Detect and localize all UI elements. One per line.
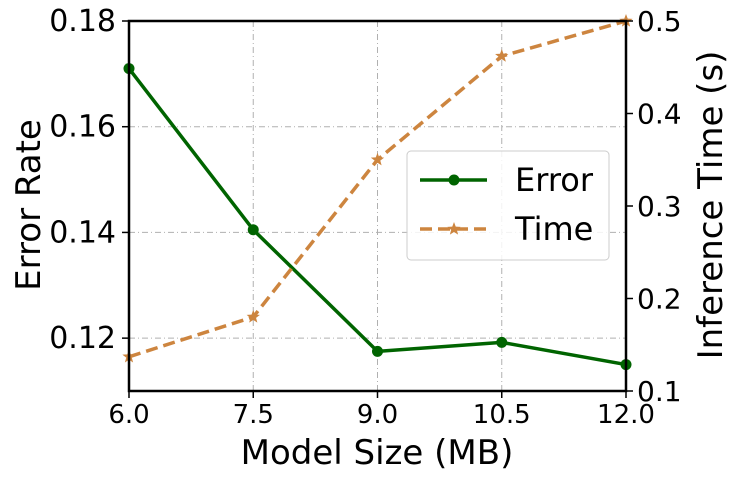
data-point-error <box>247 224 259 236</box>
x-tick-label: 10.5 <box>473 400 531 430</box>
left-y-axis-title: Error Rate <box>9 119 49 291</box>
left-y-tick-label: 0.18 <box>49 4 116 39</box>
x-axis: 6.0 7.5 9.0 10.5 12.0 <box>108 391 655 430</box>
x-tick-label: 7.5 <box>233 400 274 430</box>
data-point-error <box>372 345 383 357</box>
legend: Error Time <box>406 150 610 261</box>
right-y-tick-label: 0.2 <box>637 283 682 316</box>
data-point-time <box>370 152 385 166</box>
left-y-axis: 0.12 0.14 0.16 0.18 <box>49 4 129 356</box>
left-y-tick-label: 0.12 <box>49 321 116 356</box>
left-y-tick-label: 0.16 <box>49 110 116 145</box>
right-y-tick-label: 0.5 <box>637 5 682 38</box>
right-y-axis: 0.1 0.2 0.3 0.4 0.5 <box>626 5 682 408</box>
right-y-tick-label: 0.3 <box>637 190 682 223</box>
right-y-tick-label: 0.4 <box>637 98 682 131</box>
legend-label-time: Time <box>514 210 593 248</box>
legend-marker-time <box>447 222 461 235</box>
data-point-time <box>246 310 260 323</box>
x-tick-label: 12.0 <box>597 400 655 430</box>
right-y-axis-title: Inference Time (s) <box>691 51 731 360</box>
left-y-tick-label: 0.14 <box>49 215 116 250</box>
x-tick-label: 9.0 <box>357 400 398 430</box>
legend-marker-error <box>448 174 460 186</box>
x-axis-title: Model Size (MB) <box>241 433 514 473</box>
x-tick-label: 6.0 <box>108 400 149 430</box>
right-y-tick-label: 0.1 <box>637 375 682 408</box>
legend-label-error: Error <box>515 161 594 199</box>
data-point-error <box>496 336 508 348</box>
data-point-time <box>495 49 509 62</box>
